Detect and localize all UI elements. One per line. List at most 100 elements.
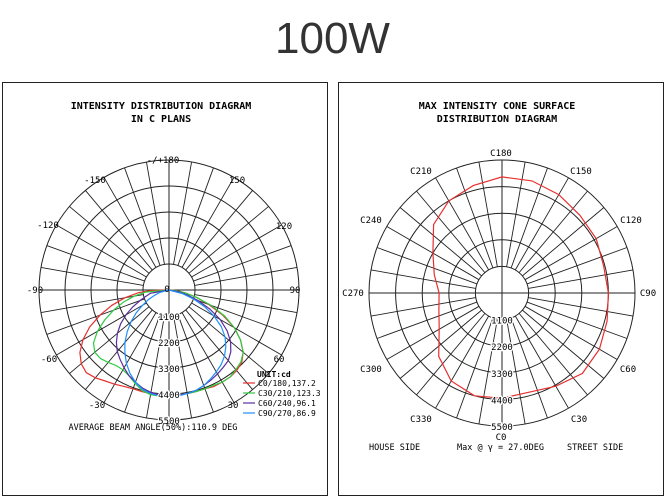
grid-spoke [181, 312, 235, 403]
grid-spoke [528, 297, 634, 317]
angle-label: 60 [274, 355, 285, 365]
grid-spoke [435, 315, 490, 409]
angle-label: C270 [342, 289, 364, 299]
grid-spoke [518, 313, 588, 396]
grid-spoke [85, 309, 153, 390]
radial-label: 2200 [491, 343, 513, 353]
grid-spoke [510, 167, 548, 269]
chart-subtitle: IN C PLANS [131, 114, 191, 125]
angle-label: -60 [41, 355, 57, 365]
legend-label: C60/240,96.1 [258, 399, 316, 408]
grid-spoke [194, 266, 298, 286]
grid-spoke [173, 161, 193, 265]
radial-label: 1100 [158, 313, 180, 323]
angle-label: C120 [620, 216, 642, 226]
grid-spoke [177, 314, 214, 413]
axis-labels: -/+180 -150 150 -120 120 -90 90 -60 60 -30 30 0 1100… [27, 156, 301, 428]
grid-spoke [191, 224, 282, 278]
radial-label: 4400 [158, 391, 180, 401]
grid-spoke [145, 315, 165, 419]
grid-spoke [518, 190, 588, 273]
grid-spoke [194, 294, 298, 314]
max-gamma-label: Max @ γ = 27.0DEG [457, 443, 544, 453]
cone-surface-chart: MAX INTENSITY CONE SURFACE DISTRIBUTION … [342, 101, 656, 453]
grid-spoke [435, 177, 490, 271]
angle-label: 90 [290, 286, 301, 296]
grid-spoke [376, 301, 478, 339]
grid-spoke [526, 301, 628, 339]
angle-label: C210 [410, 167, 432, 177]
angle-label: C240 [360, 216, 382, 226]
legend-label: C0/180,137.2 [258, 379, 316, 388]
page-title: 100W [275, 14, 390, 63]
angle-label: C60 [620, 365, 636, 375]
grid-spoke [376, 247, 478, 285]
grid-spoke [524, 226, 618, 281]
legend-label: C30/210,123.3 [258, 389, 321, 398]
grid-spoke [191, 302, 282, 356]
grid-spoke [399, 309, 482, 379]
angle-label: 150 [229, 176, 245, 186]
grid-spoke [510, 317, 548, 419]
house-side-label: HOUSE SIDE [369, 443, 420, 453]
radial-label: 3300 [491, 370, 513, 380]
angle-label: C180 [490, 149, 512, 159]
radial-label: 4400 [491, 396, 513, 406]
grid-spoke [103, 312, 157, 403]
grid-spoke [370, 297, 476, 317]
chart-title: INTENSITY DISTRIBUTION DIAGRAM [71, 101, 252, 112]
angle-label: C0 [496, 433, 507, 443]
grid-spoke [526, 247, 628, 285]
beam-angle-note: AVERAGE BEAM ANGLE(50%):110.9 DEG [69, 423, 238, 433]
series-group [79, 289, 244, 398]
radial-label: 1100 [491, 317, 513, 327]
angle-label: 120 [276, 222, 292, 232]
angle-label: C330 [410, 415, 432, 425]
grid-spoke [173, 315, 193, 419]
polar-grid [38, 159, 300, 421]
angle-label: -/+180 [147, 156, 180, 166]
axis-labels: C180 C150 C210 C120 C240 C270 C90 C300 C60 C330 C3… [342, 149, 656, 443]
grid-spoke [69, 206, 150, 274]
intensity-distribution-panel: INTENSITY DISTRIBUTION DIAGRAM IN C PLAN… [2, 82, 328, 496]
angle-label: 30 [228, 401, 239, 411]
grid-spoke [56, 302, 147, 356]
grid-spoke [456, 317, 494, 419]
legend-label: C90/270,86.9 [258, 409, 316, 418]
grid-spoke [188, 206, 269, 274]
grid-spoke [416, 313, 486, 396]
angle-label: 0 [164, 285, 169, 295]
legend: UNIT:cdC0/180,137.2C30/210,123.3C60/240,… [243, 370, 321, 418]
grid-spoke [478, 161, 498, 267]
radial-label: 5500 [158, 417, 180, 427]
radial-label: 3300 [158, 365, 180, 375]
intensity-distribution-chart: INTENSITY DISTRIBUTION DIAGRAM IN C PLAN… [27, 101, 321, 433]
grid-spoke [145, 161, 165, 265]
angle-label: C30 [571, 415, 587, 425]
grid-spoke [399, 207, 482, 277]
grid-spoke [46, 245, 145, 282]
series-line-3 [124, 289, 227, 398]
chart-subtitle: DISTRIBUTION DIAGRAM [437, 114, 557, 125]
grid-spoke [514, 177, 569, 271]
cone-surface-panel: MAX INTENSITY CONE SURFACE DISTRIBUTION … [338, 82, 664, 496]
grid-spoke [69, 306, 150, 374]
grid-spoke [185, 190, 253, 271]
grid-spoke [181, 177, 235, 268]
angle-label: C300 [360, 365, 382, 375]
angle-label: C150 [570, 167, 592, 177]
radial-label: 2200 [158, 339, 180, 349]
grid-spoke [185, 309, 253, 390]
angle-label: -150 [84, 176, 106, 186]
cone-series-line [432, 176, 610, 399]
unit-label: UNIT:cd [257, 370, 291, 379]
grid-spoke [46, 298, 145, 335]
grid-spoke [56, 224, 147, 278]
series-group [432, 176, 610, 399]
angle-label: -90 [27, 286, 43, 296]
angle-label: C90 [640, 289, 656, 299]
grid-spoke [522, 309, 605, 379]
grid-spoke [514, 315, 569, 409]
grid-spoke [193, 245, 292, 282]
grid-spoke [506, 319, 526, 425]
